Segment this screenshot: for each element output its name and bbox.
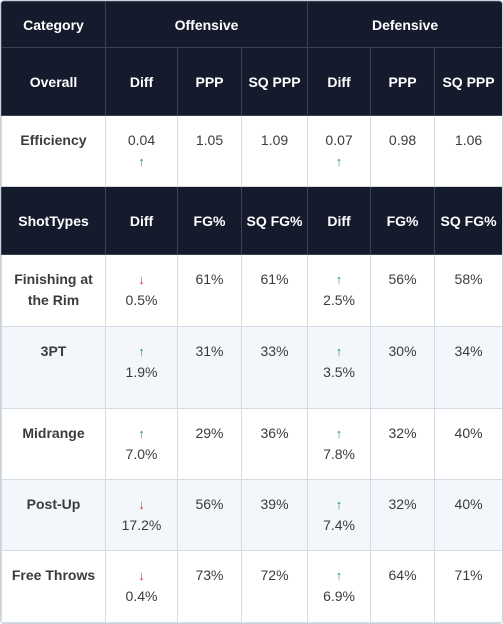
- category-header: Category: [1, 1, 106, 48]
- off-sq-fg-cell: 36%: [240, 408, 309, 480]
- shot-type-label: Free Throws: [1, 550, 106, 623]
- off-ppp-header: PPP: [177, 47, 242, 116]
- down-arrow-icon: ↓: [138, 272, 145, 287]
- off-diff-cell: 0.04 ↑: [105, 115, 178, 187]
- def-fg-cell: 56%: [370, 254, 436, 327]
- table-row: Free Throws ↓ 0.4% 73% 72% ↑ 6.9% 64% 71%: [1, 550, 502, 623]
- up-arrow-icon: ↑: [138, 154, 145, 169]
- table-row: Post-Up ↓ 17.2% 56% 39% ↑ 7.4% 32% 40%: [1, 479, 502, 551]
- off-diff-value: 0.04: [127, 132, 156, 148]
- shot-type-label: Post-Up: [1, 479, 106, 551]
- off-diff-header: Diff: [105, 186, 178, 255]
- def-sq-fg-cell: 58%: [434, 254, 502, 327]
- off-fg-cell: 29%: [177, 408, 242, 480]
- table-row: Midrange ↑ 7.0% 29% 36% ↑ 7.8% 32% 40%: [1, 408, 502, 480]
- off-ppp-cell: 1.05: [177, 115, 242, 187]
- def-diff-cell: ↑ 7.8%: [307, 408, 372, 480]
- efficiency-row: Efficiency 0.04 ↑ 1.05 1.09 0.07 ↑ 0.98 …: [1, 115, 502, 187]
- def-ppp-cell: 0.98: [370, 115, 436, 187]
- def-diff-value: 7.4%: [323, 517, 355, 533]
- def-diff-header: Diff: [307, 186, 372, 255]
- def-fg-cell: 32%: [370, 408, 436, 480]
- shottypes-label: ShotTypes: [1, 186, 106, 255]
- down-arrow-icon: ↓: [138, 497, 145, 512]
- off-fg-cell: 61%: [177, 254, 242, 327]
- up-arrow-icon: ↑: [335, 568, 343, 583]
- def-sq-ppp-cell: 1.06: [434, 115, 502, 187]
- def-diff-value: 3.5%: [323, 364, 355, 380]
- def-diff-cell: ↑ 6.9%: [307, 550, 372, 623]
- up-arrow-icon: ↑: [335, 272, 343, 287]
- overall-header-row: Overall Diff PPP SQ PPP Diff PPP SQ PPP: [1, 47, 502, 116]
- def-diff-value: 2.5%: [323, 292, 355, 308]
- def-diff-value: 0.07: [325, 132, 353, 148]
- up-arrow-icon: ↑: [138, 344, 145, 359]
- off-sq-fg-cell: 61%: [240, 254, 309, 327]
- off-fg-header: FG%: [177, 186, 242, 255]
- def-diff-cell: ↑ 3.5%: [307, 326, 372, 409]
- def-fg-cell: 30%: [370, 326, 436, 409]
- off-diff-value: 17.2%: [121, 517, 162, 533]
- def-sq-fg-cell: 71%: [434, 550, 502, 623]
- off-diff-cell: ↓ 17.2%: [105, 479, 178, 551]
- def-diff-header: Diff: [307, 47, 372, 116]
- def-ppp-header: PPP: [370, 47, 436, 116]
- def-sq-ppp-header: SQ PPP: [434, 47, 502, 116]
- overall-label: Overall: [1, 47, 106, 116]
- header-row: Category Offensive Defensive: [1, 1, 502, 48]
- def-diff-cell: ↑ 2.5%: [307, 254, 372, 327]
- off-fg-cell: 73%: [177, 550, 242, 623]
- off-diff-cell: ↑ 7.0%: [105, 408, 178, 480]
- off-diff-value: 0.5%: [125, 292, 158, 308]
- off-diff-value: 1.9%: [125, 364, 158, 380]
- off-sq-fg-header: SQ FG%: [240, 186, 309, 255]
- def-sq-fg-cell: 34%: [434, 326, 502, 409]
- def-sq-fg-header: SQ FG%: [434, 186, 502, 255]
- off-fg-cell: 56%: [177, 479, 242, 551]
- off-diff-value: 7.0%: [125, 446, 158, 462]
- def-fg-header: FG%: [370, 186, 436, 255]
- off-diff-cell: ↓ 0.4%: [105, 550, 178, 623]
- def-diff-value: 6.9%: [323, 588, 355, 604]
- off-sq-fg-cell: 33%: [240, 326, 309, 409]
- table-row: Finishing at the Rim ↓ 0.5% 61% 61% ↑ 2.5% 56% 5…: [1, 254, 502, 327]
- table-row: 3PT ↑ 1.9% 31% 33% ↑ 3.5% 30% 34%: [1, 326, 502, 409]
- down-arrow-icon: ↓: [138, 568, 145, 583]
- up-arrow-icon: ↑: [138, 426, 145, 441]
- shot-type-label: Finishing at the Rim: [1, 254, 106, 327]
- off-diff-header: Diff: [105, 47, 178, 116]
- off-diff-cell: ↓ 0.5%: [105, 254, 178, 327]
- off-fg-cell: 31%: [177, 326, 242, 409]
- def-diff-cell: ↑ 7.4%: [307, 479, 372, 551]
- off-diff-value: 0.4%: [125, 588, 158, 604]
- off-sq-ppp-cell: 1.09: [240, 115, 309, 187]
- shot-type-label: Midrange: [1, 408, 106, 480]
- off-diff-cell: ↑ 1.9%: [105, 326, 178, 409]
- off-sq-fg-cell: 39%: [240, 479, 309, 551]
- shottypes-header-row: ShotTypes Diff FG% SQ FG% Diff FG% SQ FG…: [1, 186, 502, 255]
- def-diff-cell: 0.07 ↑: [307, 115, 372, 187]
- shot-rows: Finishing at the Rim ↓ 0.5% 61% 61% ↑ 2.5% 56% 5…: [1, 254, 502, 623]
- def-fg-cell: 64%: [370, 550, 436, 623]
- efficiency-label: Efficiency: [1, 115, 106, 187]
- up-arrow-icon: ↑: [335, 344, 343, 359]
- def-sq-fg-cell: 40%: [434, 479, 502, 551]
- up-arrow-icon: ↑: [335, 154, 343, 169]
- offensive-header: Offensive: [104, 1, 309, 48]
- def-diff-value: 7.8%: [323, 446, 355, 462]
- defensive-header: Defensive: [307, 1, 502, 48]
- up-arrow-icon: ↑: [335, 426, 343, 441]
- shot-type-label: 3PT: [1, 326, 106, 409]
- off-sq-fg-cell: 72%: [240, 550, 309, 623]
- up-arrow-icon: ↑: [335, 497, 343, 512]
- def-fg-cell: 32%: [370, 479, 436, 551]
- def-sq-fg-cell: 40%: [434, 408, 502, 480]
- off-sq-ppp-header: SQ PPP: [240, 47, 309, 116]
